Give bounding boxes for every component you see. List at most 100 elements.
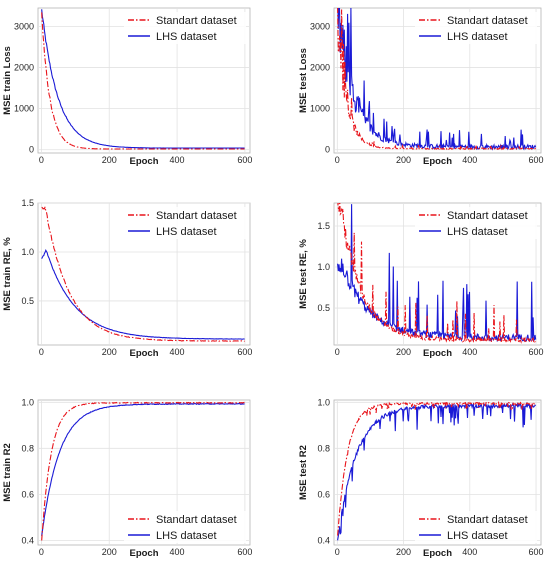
x-tick-label: 200 [102, 347, 117, 357]
y-tick-label: 0.8 [317, 443, 330, 453]
y-tick-label: 0 [325, 145, 330, 155]
y-tick-label: 1.0 [317, 262, 330, 272]
x-tick-label: 600 [529, 547, 544, 557]
legend-label-lhs: LHS dataset [447, 31, 508, 43]
x-tick-label: 400 [462, 155, 477, 165]
x-tick-label: 0 [39, 347, 44, 357]
legend: Standart dataset LHS dataset [415, 511, 537, 543]
x-tick-label: 400 [462, 347, 477, 357]
x-tick-label: 0 [335, 547, 340, 557]
chart-panel-3: 0 200 400 600 0.5 1.0 1.5 Epoch MSE train RE, % S… [2, 198, 252, 359]
y-tick-label: 0.6 [21, 489, 34, 499]
y-tick-label: 0.5 [21, 296, 34, 306]
x-tick-label: 200 [396, 347, 411, 357]
y-axis-label: MSE test Loss [298, 48, 309, 113]
x-axis-label: Epoch [423, 156, 452, 167]
y-tick-label: 1000 [310, 104, 330, 114]
legend-box [415, 207, 537, 239]
x-tick-label: 0 [39, 547, 44, 557]
y-tick-label: 1000 [14, 104, 34, 114]
legend-label-lhs: LHS dataset [447, 226, 508, 238]
x-tick-label: 600 [237, 547, 252, 557]
y-tick-label: 1.0 [21, 247, 34, 257]
legend-label-standart: Standart dataset [156, 15, 237, 27]
legend: Standart dataset LHS dataset [124, 12, 246, 44]
legend: Standart dataset LHS dataset [124, 207, 246, 239]
legend: Standart dataset LHS dataset [415, 207, 537, 239]
series-line-standart [41, 206, 245, 342]
x-axis-label: Epoch [423, 548, 452, 559]
x-axis-label: Epoch [129, 348, 158, 359]
y-axis-label: MSE train RE, % [2, 237, 13, 311]
x-tick-label: 200 [396, 155, 411, 165]
series-line-lhs [41, 402, 245, 537]
y-tick-label: 3000 [14, 21, 34, 31]
x-tick-label: 600 [237, 347, 252, 357]
y-tick-label: 0.6 [317, 489, 330, 499]
legend: Standart dataset LHS dataset [415, 12, 537, 44]
x-tick-label: 400 [170, 347, 185, 357]
x-tick-label: 400 [462, 547, 477, 557]
x-tick-label: 600 [529, 347, 544, 357]
series-line-lhs [337, 8, 537, 151]
legend-label-standart: Standart dataset [447, 514, 528, 526]
series-line-standart [337, 8, 537, 151]
y-axis-label: MSE train Loss [2, 46, 13, 115]
chart-panel-4: 0 200 400 600 0.5 1.0 1.5 Epoch MSE test RE, % St… [298, 202, 544, 359]
x-tick-label: 600 [529, 155, 544, 165]
y-tick-label: 0 [29, 145, 34, 155]
x-tick-label: 0 [39, 155, 44, 165]
y-tick-label: 0.4 [317, 535, 330, 545]
legend-box [124, 12, 246, 44]
y-tick-label: 0.4 [21, 535, 34, 545]
legend-label-lhs: LHS dataset [447, 530, 508, 542]
legend-label-standart: Standart dataset [156, 210, 237, 222]
y-tick-label: 3000 [310, 21, 330, 31]
y-axis-label: MSE test R2 [298, 445, 309, 500]
legend-box [124, 207, 246, 239]
legend-box [415, 511, 537, 543]
x-axis-label: Epoch [129, 548, 158, 559]
x-tick-label: 400 [170, 155, 185, 165]
chart-panel-1: 0 200 400 600 0 1000 2000 3000 Epoch MSE train Lo… [2, 7, 252, 167]
series-line-standart [41, 12, 245, 150]
x-tick-label: 200 [102, 547, 117, 557]
legend-label-standart: Standart dataset [447, 210, 528, 222]
x-tick-label: 200 [102, 155, 117, 165]
x-tick-label: 400 [170, 547, 185, 557]
y-tick-label: 1.0 [21, 397, 34, 407]
series-line-lhs [337, 204, 537, 342]
y-tick-label: 0.8 [21, 443, 34, 453]
series-line-standart [337, 203, 537, 344]
legend: Standart dataset LHS dataset [124, 511, 246, 543]
legend-label-standart: Standart dataset [156, 514, 237, 526]
series-line-lhs [337, 401, 537, 541]
series-line-lhs [41, 9, 245, 149]
series-line-lhs [41, 248, 245, 340]
y-axis-label: MSE test RE, % [298, 239, 309, 309]
chart-panel-5: 0 200 400 600 0.4 0.6 0.8 1.0 Epoch MSE train R2 S… [2, 397, 252, 559]
legend-label-standart: Standart dataset [447, 15, 528, 27]
y-tick-label: 1.5 [21, 198, 34, 208]
y-tick-label: 1.5 [317, 221, 330, 231]
y-tick-label: 0.5 [317, 303, 330, 313]
legend-box [415, 12, 537, 44]
legend-label-lhs: LHS dataset [156, 31, 217, 43]
x-axis-label: Epoch [129, 156, 158, 167]
x-tick-label: 600 [237, 155, 252, 165]
y-axis-label: MSE train R2 [2, 443, 13, 502]
x-axis-label: Epoch [423, 348, 452, 359]
x-tick-label: 0 [335, 347, 340, 357]
chart-panel-6: 0 200 400 600 0.4 0.6 0.8 1.0 Epoch MSE test R2 St… [298, 397, 544, 559]
y-tick-label: 2000 [310, 63, 330, 73]
x-tick-label: 0 [335, 155, 340, 165]
legend-box [124, 511, 246, 543]
series-line-standart [337, 400, 536, 536]
y-tick-label: 2000 [14, 63, 34, 73]
chart-panel-2: 0 200 400 600 0 1000 2000 3000 Epoch MSE test Los… [298, 7, 544, 167]
y-tick-label: 1.0 [317, 397, 330, 407]
x-tick-label: 200 [396, 547, 411, 557]
legend-label-lhs: LHS dataset [156, 530, 217, 542]
legend-label-lhs: LHS dataset [156, 226, 217, 238]
